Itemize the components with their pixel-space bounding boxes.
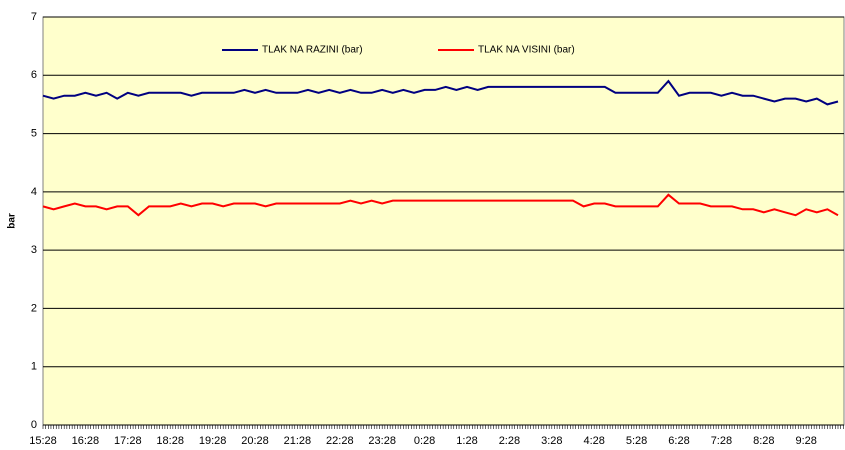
x-tick-label: 5:28 [626,435,647,447]
plot-area [42,16,845,426]
x-tick-label: 0:28 [414,435,435,447]
legend-label: TLAK NA VISINI (bar) [478,45,575,56]
y-tick-label: 5 [31,127,37,139]
x-tick-label: 18:28 [156,435,184,447]
x-tick-label: 23:28 [368,435,396,447]
y-tick-label: 3 [31,244,37,256]
x-tick-label: 4:28 [583,435,604,447]
x-tick-label: 15:28 [29,435,57,447]
x-tick-label: 1:28 [456,435,477,447]
x-tick-label: 2:28 [499,435,520,447]
x-tick-label: 21:28 [284,435,312,447]
x-tick-label: 17:28 [114,435,142,447]
x-tick-label: 9:28 [795,435,816,447]
x-tick-label: 7:28 [711,435,732,447]
x-tick-label: 8:28 [753,435,774,447]
x-tick-label: 20:28 [241,435,269,447]
y-axis-label: bar [7,213,18,229]
y-tick-label: 4 [31,186,37,198]
x-tick-label: 3:28 [541,435,562,447]
x-tick-label: 16:28 [72,435,100,447]
legend-label: TLAK NA RAZINI (bar) [262,45,363,56]
y-tick-label: 2 [31,302,37,314]
x-tick-label: 6:28 [668,435,689,447]
line-series [42,79,839,106]
x-tick-label: 19:28 [199,435,227,447]
y-tick-label: 6 [31,69,37,81]
x-tick-label: 22:28 [326,435,354,447]
line-series [42,193,839,217]
y-tick-label: 1 [31,361,37,373]
y-tick-label: 0 [31,419,37,431]
y-tick-label: 7 [31,11,37,23]
